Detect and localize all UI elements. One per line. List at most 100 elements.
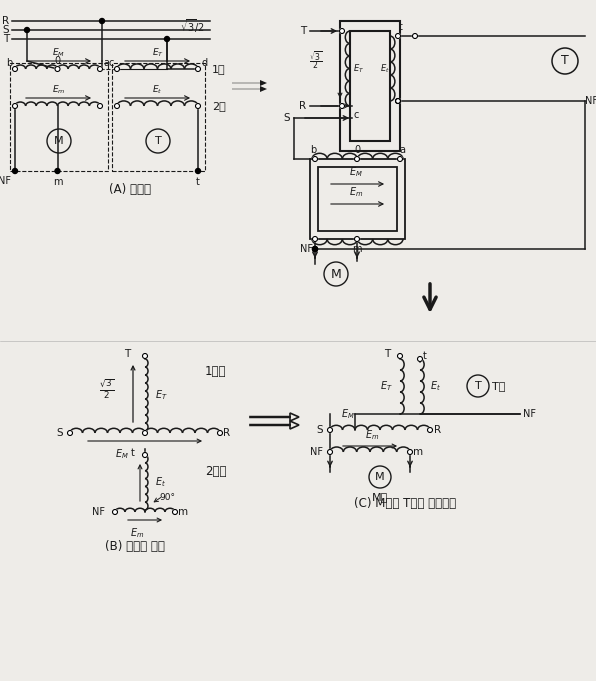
Bar xyxy=(318,167,397,231)
Text: c: c xyxy=(354,110,359,120)
Text: (C) M좌． T좌의 접속표시: (C) M좌． T좌의 접속표시 xyxy=(354,497,456,510)
Text: c: c xyxy=(108,58,114,68)
Text: m: m xyxy=(178,507,188,517)
Bar xyxy=(112,63,205,171)
Circle shape xyxy=(13,104,17,108)
Text: 0: 0 xyxy=(354,145,360,155)
Text: $\sqrt{3}$/2: $\sqrt{3}$/2 xyxy=(180,17,204,35)
Text: S: S xyxy=(57,428,63,438)
Text: T좌: T좌 xyxy=(492,381,505,391)
Text: T: T xyxy=(124,349,130,359)
Text: $E_m$: $E_m$ xyxy=(130,526,144,540)
Text: $\frac{\sqrt{3}}{2}$: $\frac{\sqrt{3}}{2}$ xyxy=(100,377,114,400)
Circle shape xyxy=(13,168,17,174)
Circle shape xyxy=(340,104,344,108)
Circle shape xyxy=(195,67,200,72)
Text: $E_M$: $E_M$ xyxy=(52,46,66,59)
Text: (A) 결선도: (A) 결선도 xyxy=(109,183,151,196)
Circle shape xyxy=(327,428,333,432)
Circle shape xyxy=(195,104,200,108)
Text: $E_M$: $E_M$ xyxy=(349,165,363,179)
Circle shape xyxy=(340,29,344,33)
Circle shape xyxy=(427,428,433,432)
Text: $E_M$: $E_M$ xyxy=(341,407,355,421)
Bar xyxy=(310,159,405,239)
Text: M좌: M좌 xyxy=(372,492,388,502)
Circle shape xyxy=(312,236,318,242)
Text: $E_T$: $E_T$ xyxy=(380,379,393,394)
Circle shape xyxy=(24,27,29,33)
Circle shape xyxy=(312,247,318,251)
Circle shape xyxy=(142,353,147,358)
Circle shape xyxy=(98,104,103,108)
Text: NF: NF xyxy=(92,507,105,517)
Circle shape xyxy=(113,509,117,515)
Circle shape xyxy=(355,157,359,161)
Text: d: d xyxy=(201,58,207,68)
Circle shape xyxy=(100,18,104,24)
Circle shape xyxy=(408,449,412,454)
Text: t: t xyxy=(399,22,403,32)
Bar xyxy=(10,63,108,171)
Text: m: m xyxy=(352,244,362,254)
Circle shape xyxy=(114,104,120,108)
Text: 2차: 2차 xyxy=(212,101,226,111)
Text: S: S xyxy=(2,25,9,35)
Circle shape xyxy=(312,247,318,251)
Text: 90°: 90° xyxy=(159,494,175,503)
Text: $E_t$: $E_t$ xyxy=(155,475,166,490)
Text: $E_m$: $E_m$ xyxy=(365,428,379,442)
Text: NF: NF xyxy=(310,447,323,457)
Text: $E_T$: $E_T$ xyxy=(155,388,167,402)
Circle shape xyxy=(195,168,200,174)
Circle shape xyxy=(13,67,17,72)
Bar xyxy=(350,31,390,141)
Circle shape xyxy=(164,37,169,42)
Text: R: R xyxy=(299,101,306,111)
Circle shape xyxy=(218,430,222,436)
Text: R: R xyxy=(434,425,441,435)
Text: NF: NF xyxy=(523,409,536,419)
FancyArrow shape xyxy=(232,80,267,86)
Circle shape xyxy=(67,430,73,436)
Text: M: M xyxy=(331,268,342,281)
Text: (B) 전압의 위상: (B) 전압의 위상 xyxy=(105,540,165,553)
FancyArrow shape xyxy=(232,86,267,92)
Circle shape xyxy=(418,356,423,362)
Circle shape xyxy=(142,430,147,436)
Text: $E_t$: $E_t$ xyxy=(380,62,390,75)
Text: 1차: 1차 xyxy=(212,64,226,74)
Text: m: m xyxy=(413,447,423,457)
Circle shape xyxy=(396,99,401,104)
Text: M: M xyxy=(375,472,385,482)
Circle shape xyxy=(114,67,120,72)
Text: NF: NF xyxy=(585,96,596,106)
Text: T: T xyxy=(561,54,569,67)
Text: b: b xyxy=(310,145,316,155)
Text: b: b xyxy=(6,58,12,68)
Text: T: T xyxy=(154,136,162,146)
Text: T: T xyxy=(384,349,390,359)
Text: $E_m$: $E_m$ xyxy=(52,84,66,96)
Circle shape xyxy=(412,33,418,39)
Text: $E_T$: $E_T$ xyxy=(353,62,364,75)
Text: T: T xyxy=(3,34,9,44)
Text: $E_m$: $E_m$ xyxy=(349,185,364,199)
Text: a: a xyxy=(399,145,405,155)
Circle shape xyxy=(98,67,103,72)
Circle shape xyxy=(396,99,401,104)
Text: S: S xyxy=(283,113,290,123)
Text: M: M xyxy=(54,136,64,146)
Circle shape xyxy=(142,452,147,458)
Text: $E_t$: $E_t$ xyxy=(153,84,163,96)
Circle shape xyxy=(55,168,60,174)
Circle shape xyxy=(312,157,318,161)
Text: $E_T$: $E_T$ xyxy=(153,46,164,59)
Text: R: R xyxy=(2,16,9,26)
Text: $E_t$: $E_t$ xyxy=(430,379,441,394)
Text: 2차측: 2차측 xyxy=(205,465,226,478)
Text: t: t xyxy=(131,448,135,458)
Circle shape xyxy=(396,33,401,39)
Circle shape xyxy=(398,157,402,161)
Text: 1차측: 1차측 xyxy=(205,365,226,378)
